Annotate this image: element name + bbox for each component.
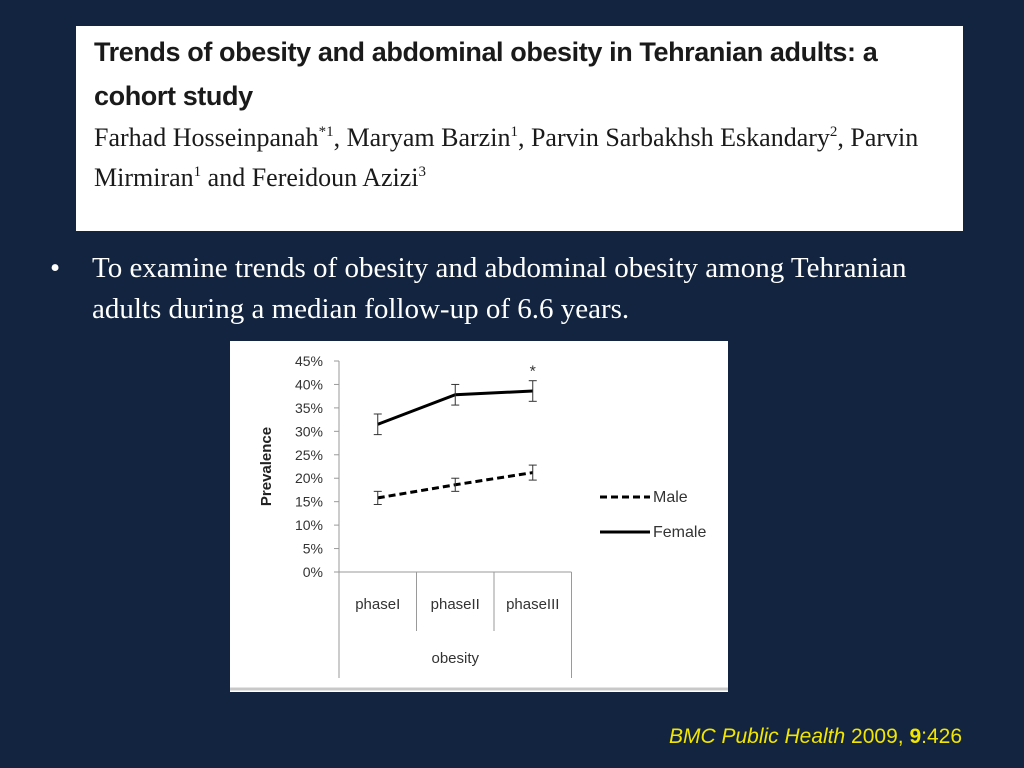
author-separator: , [333,123,347,152]
author-affiliation: 1 [510,124,518,140]
bullet-text: To examine trends of obesity and abdomin… [92,252,907,325]
author-separator: , [517,123,531,152]
citation-year: 2009, [851,725,904,748]
author-name: Maryam Barzin [346,123,511,152]
x-tick-label: phaseIII [506,596,559,613]
author-affiliation: 1 [193,164,202,180]
author-name: Parvin Mirmiran [94,123,919,192]
prevalence-chart: 0% 5% 10% 15% 20% 25% 30% 35% 40% 45% Prevalence ph… [230,341,728,692]
y-tick-label: 45% [295,353,323,369]
citation-volume: 9 [909,725,922,748]
paper-header: Trends of obesity and abdominal obesity … [76,26,963,231]
author-separator: and [201,163,252,192]
y-tick-label: 5% [303,541,323,557]
author-affiliation: 2 [829,124,838,140]
paper-authors: Farhad Hosseinpanah*1, Maryam Barzin1, P… [94,118,954,198]
author-name: Fereidoun Azizi [251,163,419,192]
author-name: Farhad Hosseinpanah [94,123,319,152]
x-tick-label: phaseI [355,596,400,613]
y-tick-label: 30% [295,423,323,439]
citation: BMC Public Health 2009, 9:426 [669,725,962,749]
y-tick-label: 35% [295,400,323,416]
bullet-marker: • [50,252,61,284]
author-affiliation: 3 [418,164,427,180]
y-tick-label: 25% [295,447,323,463]
y-tick-label: 0% [303,564,323,580]
y-tick-label: 15% [295,494,323,510]
chart-canvas: 0% 5% 10% 15% 20% 25% 30% 35% 40% 45% Prevalence ph… [230,353,728,691]
y-tick-label: 20% [295,470,323,486]
x-group-label: obesity [431,650,479,667]
citation-pages: :426 [921,725,962,748]
author-separator: , [837,123,851,152]
author-affiliation: *1 [318,124,334,140]
y-axis-title: Prevalence [258,427,275,506]
y-tick-label: 40% [295,376,323,392]
citation-journal: BMC Public Health [668,725,846,748]
legend-label-female: Female [653,524,706,541]
significance-marker: * [530,364,536,381]
author-name: Parvin Sarbakhsh Eskandary [530,123,830,152]
x-tick-label: phaseII [431,596,480,613]
y-tick-label: 10% [295,517,323,533]
legend-label-male: Male [653,489,688,506]
paper-title: Trends of obesity and abdominal obesity … [94,37,878,111]
